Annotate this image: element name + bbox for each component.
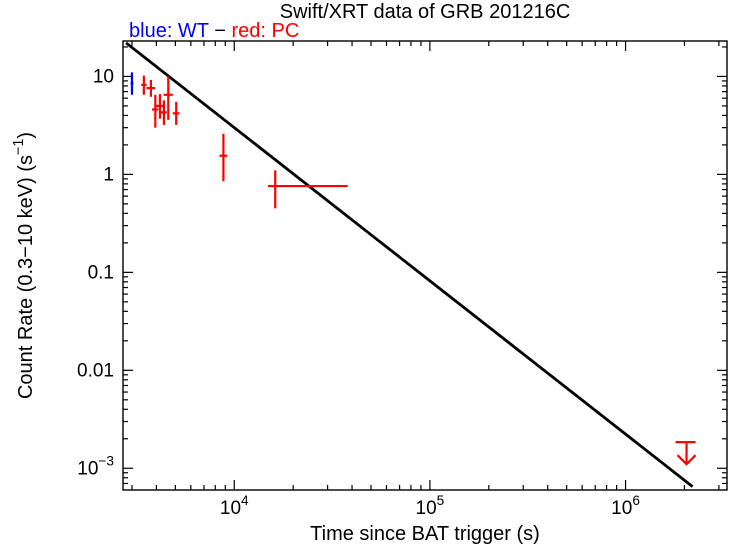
y-tick-label: 1 — [103, 164, 114, 185]
y-tick-label: 0.01 — [77, 360, 114, 381]
chart-title: Swift/XRT data of GRB 201216C — [280, 1, 571, 23]
x-axis-label: Time since BAT trigger (s) — [310, 523, 540, 545]
y-tick-label: 10 — [93, 66, 114, 87]
y-tick-label: 0.1 — [88, 262, 114, 283]
chart-container: Swift/XRT data of GRB 201216Cblue: WT − … — [0, 0, 746, 558]
chart-subtitle: blue: WT − red: PC — [129, 20, 299, 42]
y-axis-label: Count Rate (0.3−10 keV) (s−1) — [11, 132, 37, 399]
chart-svg: Swift/XRT data of GRB 201216Cblue: WT − … — [0, 0, 746, 558]
